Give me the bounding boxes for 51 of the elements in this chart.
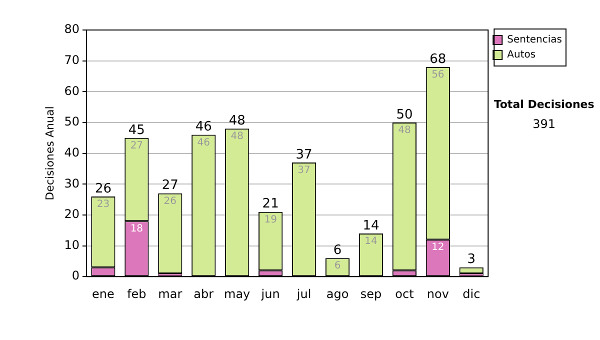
total-label: 37 — [296, 147, 312, 162]
x-tick-label: feb — [127, 286, 146, 301]
x-tick-label: oct — [395, 286, 414, 301]
x-tick-label: jun — [260, 286, 280, 301]
y-tick-label: 80 — [64, 22, 80, 36]
y-tick-label: 60 — [64, 84, 80, 98]
x-tick-label: dic — [462, 286, 480, 301]
y-tick-label: 20 — [64, 207, 80, 222]
text: 391 — [532, 117, 556, 132]
total-label: 48 — [228, 114, 246, 129]
y-tick-label: 50 — [64, 114, 80, 129]
total-label: 14 — [362, 218, 380, 234]
x-tick-label: may — [224, 286, 250, 301]
data-label: 19 — [264, 214, 277, 226]
data-label: 14 — [364, 236, 378, 248]
total-label: 46 — [195, 120, 212, 135]
x-tick-label: sep — [360, 286, 382, 301]
x-tick-label: jul — [296, 286, 312, 301]
text: Total Decisiones — [494, 98, 595, 111]
legend-label: Autos — [507, 50, 536, 61]
x-tick-label: nov — [426, 286, 449, 301]
data-label: 48 — [230, 131, 244, 142]
data-label: 56 — [432, 70, 444, 81]
data-label: 6 — [334, 260, 341, 272]
data-label: 23 — [96, 199, 110, 210]
total-label: 68 — [430, 52, 446, 67]
data-label: 27 — [130, 140, 144, 152]
x-tick-label: ene — [92, 286, 114, 301]
total-label: 50 — [396, 107, 413, 122]
total-label: 21 — [262, 196, 279, 212]
data-label: 48 — [398, 125, 411, 136]
data-label: 12 — [432, 242, 444, 254]
x-tick-label: ago — [326, 286, 349, 301]
x-tick-label: mar — [158, 286, 182, 301]
y-axis-title: Decisiones Anual — [43, 106, 56, 200]
total-label: 45 — [128, 122, 145, 138]
y-tick-label: 0 — [72, 268, 80, 283]
y-tick-label: 40 — [64, 145, 80, 160]
data-label: 26 — [164, 196, 177, 207]
total-label: 6 — [333, 242, 342, 258]
data-label: 37 — [298, 165, 310, 176]
total-label: 26 — [94, 181, 112, 196]
data-label: 46 — [197, 137, 210, 148]
x-tick-label: abr — [194, 286, 214, 301]
y-tick-label: 30 — [64, 176, 80, 190]
total-label: 27 — [162, 178, 178, 194]
data-label: 18 — [130, 224, 144, 235]
legend-label: Sentencias — [507, 34, 562, 46]
total-label: 3 — [467, 252, 476, 268]
y-tick-label: 70 — [64, 52, 80, 67]
y-tick-label: 10 — [64, 238, 80, 252]
